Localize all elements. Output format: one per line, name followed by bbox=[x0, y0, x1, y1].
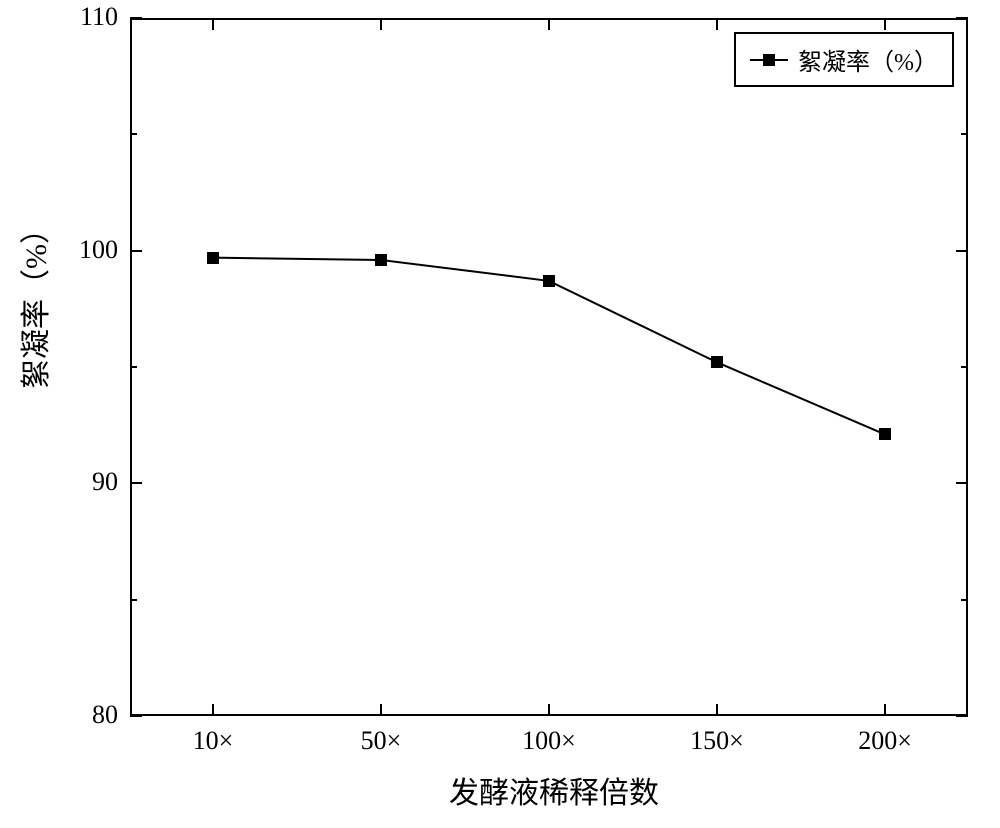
y-tick-major bbox=[130, 715, 142, 717]
y-tick-major bbox=[956, 17, 968, 19]
y-tick-label: 80 bbox=[92, 700, 118, 730]
y-tick-minor bbox=[961, 133, 968, 135]
y-tick-major bbox=[956, 250, 968, 252]
y-tick-major bbox=[956, 715, 968, 717]
x-tick-major bbox=[212, 18, 214, 30]
x-tick-major bbox=[884, 18, 886, 30]
x-tick-major bbox=[716, 18, 718, 30]
data-point bbox=[879, 428, 891, 440]
x-tick-major bbox=[548, 704, 550, 716]
y-tick-major bbox=[956, 482, 968, 484]
y-tick-minor bbox=[130, 366, 137, 368]
x-tick-label: 50× bbox=[361, 726, 402, 756]
y-tick-minor bbox=[130, 133, 137, 135]
x-tick-label: 150× bbox=[690, 726, 744, 756]
y-tick-major bbox=[130, 250, 142, 252]
y-tick-label: 100 bbox=[79, 235, 118, 265]
x-tick-major bbox=[212, 704, 214, 716]
x-tick-major bbox=[380, 704, 382, 716]
data-point bbox=[207, 252, 219, 264]
chart-container: 絮凝率（%） 发酵液稀释倍数 絮凝率（%） 8090100110 10×50×1… bbox=[0, 0, 1000, 828]
y-tick-label: 90 bbox=[92, 467, 118, 497]
x-tick-label: 100× bbox=[522, 726, 576, 756]
x-tick-major bbox=[884, 704, 886, 716]
x-tick-label: 10× bbox=[193, 726, 234, 756]
data-line bbox=[0, 0, 1000, 828]
data-point bbox=[711, 356, 723, 368]
y-tick-label: 110 bbox=[80, 2, 118, 32]
y-tick-major bbox=[130, 17, 142, 19]
y-tick-major bbox=[130, 482, 142, 484]
y-tick-minor bbox=[130, 599, 137, 601]
y-tick-minor bbox=[961, 599, 968, 601]
x-tick-major bbox=[716, 704, 718, 716]
x-tick-major bbox=[380, 18, 382, 30]
x-tick-major bbox=[548, 18, 550, 30]
y-tick-minor bbox=[961, 366, 968, 368]
x-tick-label: 200× bbox=[858, 726, 912, 756]
data-point bbox=[543, 275, 555, 287]
data-point bbox=[375, 254, 387, 266]
